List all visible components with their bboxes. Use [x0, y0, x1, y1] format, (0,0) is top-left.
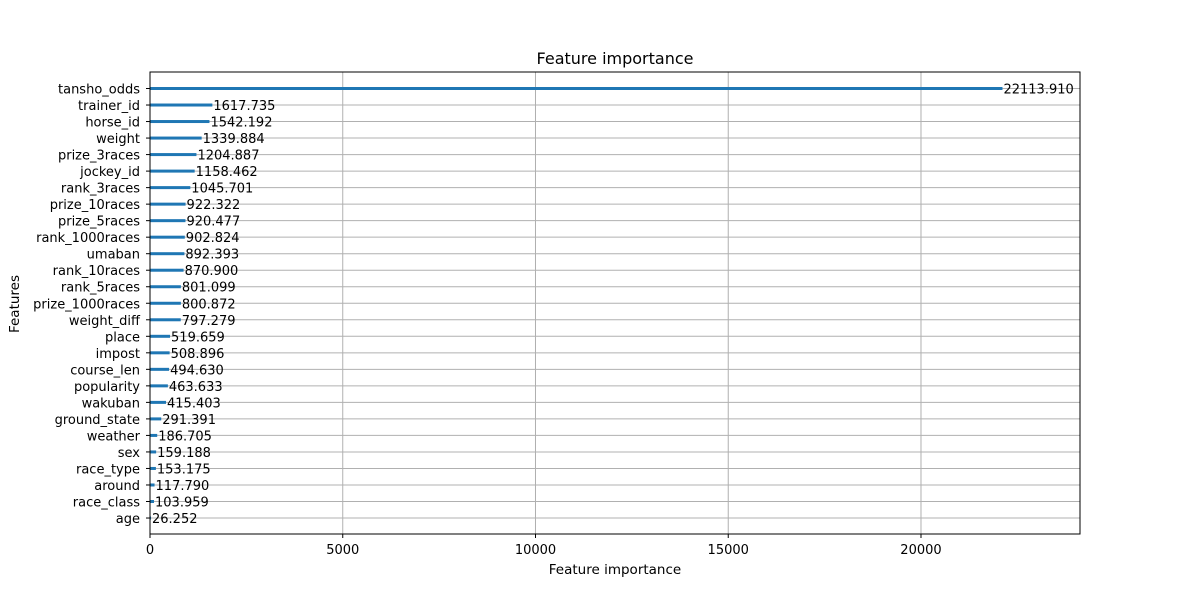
- bar-prize_10races: [150, 202, 186, 206]
- value-label: 117.790: [156, 479, 210, 494]
- y-tick-label: umaban: [87, 248, 140, 263]
- value-label: 291.391: [162, 413, 216, 428]
- value-label: 922.322: [187, 198, 241, 213]
- y-tick-label: prize_1000races: [33, 297, 140, 312]
- grid: [149, 72, 1080, 534]
- y-tick-label: sex: [118, 446, 141, 461]
- y-tick-label: weight: [96, 132, 140, 147]
- plot-frame: [149, 71, 1081, 535]
- bar-trainer_id: [150, 103, 213, 107]
- y-tick-label: weather: [87, 429, 141, 444]
- chart-title: Feature importance: [537, 49, 694, 68]
- value-label: 920.477: [186, 215, 240, 230]
- bar-place: [150, 334, 171, 338]
- bars: [150, 87, 1003, 520]
- y-tick-label: tansho_odds: [58, 83, 140, 98]
- value-label: 153.175: [157, 462, 211, 477]
- y-tick-label: horse_id: [85, 116, 140, 131]
- y-tick-label: prize_3races: [58, 149, 140, 164]
- bar-race_type: [150, 466, 156, 470]
- y-tick-label: race_type: [76, 462, 140, 477]
- bar-sex: [150, 450, 157, 454]
- value-label: 508.896: [171, 347, 225, 362]
- x-tick-label: 10000: [515, 543, 556, 558]
- bar-prize_5races: [150, 219, 186, 223]
- y-tick-label: age: [116, 512, 140, 527]
- bar-rank_1000races: [150, 235, 185, 239]
- bar-wakuban: [150, 400, 167, 404]
- value-label: 797.279: [182, 314, 236, 329]
- y-tick-label: prize_5races: [58, 215, 140, 230]
- value-label: 159.188: [157, 446, 211, 461]
- value-label: 463.633: [169, 380, 223, 395]
- value-label: 800.872: [182, 297, 236, 312]
- bar-around: [150, 483, 155, 487]
- y-tick-label: prize_10races: [50, 198, 141, 213]
- bar-prize_3races: [150, 153, 197, 157]
- y-tick-label: place: [105, 330, 140, 345]
- bar-umaban: [150, 252, 185, 256]
- value-label: 1617.735: [213, 99, 275, 114]
- y-tick-label: popularity: [74, 380, 140, 395]
- value-label: 801.099: [182, 281, 236, 296]
- value-label: 103.959: [155, 496, 209, 511]
- y-tick-label: trainer_id: [78, 99, 140, 114]
- x-tick-label: 5000: [326, 543, 359, 558]
- bar-weather: [150, 433, 158, 437]
- bar-rank_10races: [150, 268, 184, 272]
- value-label: 26.252: [152, 512, 198, 527]
- y-tick-label: rank_1000races: [36, 231, 140, 246]
- value-label: 519.659: [171, 330, 225, 345]
- bar-age: [150, 516, 152, 520]
- y-tick-label: rank_10races: [53, 264, 141, 279]
- y-tick-label: around: [94, 479, 140, 494]
- bar-prize_1000races: [150, 301, 181, 305]
- bar-ground_state: [150, 417, 162, 421]
- bar-course_len: [150, 367, 170, 371]
- y-tick-label: rank_3races: [61, 182, 140, 197]
- value-label: 186.705: [158, 429, 212, 444]
- bar-jockey_id: [150, 169, 195, 173]
- bar-weight_diff: [150, 318, 181, 322]
- y-tick-label: wakuban: [82, 396, 140, 411]
- y-tick-label: weight_diff: [69, 314, 141, 329]
- y-tick-label: rank_5races: [61, 281, 140, 296]
- value-label: 415.403: [167, 396, 221, 411]
- y-tick-label: jockey_id: [79, 165, 140, 180]
- value-label: 892.393: [185, 248, 239, 263]
- x-ticks: 0 5000 10000 15000 20000: [146, 534, 942, 558]
- bar-impost: [150, 351, 170, 355]
- value-label: 1045.701: [191, 182, 253, 197]
- x-tick-label: 15000: [708, 543, 749, 558]
- y-axis-label: Features: [7, 275, 23, 333]
- value-label: 1204.887: [197, 149, 259, 164]
- value-label: 1542.192: [210, 116, 272, 131]
- x-tick-label: 0: [146, 543, 154, 558]
- value-label: 1339.884: [203, 132, 265, 147]
- value-label: 1158.462: [196, 165, 258, 180]
- x-axis-label: Feature importance: [549, 562, 681, 578]
- y-tick-label: course_len: [70, 363, 140, 378]
- y-tick-label: race_class: [73, 496, 140, 511]
- y-tick-label: ground_state: [55, 413, 140, 428]
- bar-popularity: [150, 384, 168, 388]
- bar-tansho_odds: [150, 87, 1003, 90]
- bar-horse_id: [150, 120, 210, 124]
- value-label: 870.900: [185, 264, 239, 279]
- x-tick-label: 20000: [900, 543, 941, 558]
- bar-rank_5races: [150, 285, 181, 289]
- value-label: 22113.910: [1003, 83, 1073, 98]
- bar-weight: [150, 136, 202, 140]
- y-tick-label: impost: [96, 347, 140, 362]
- value-label: 494.630: [170, 363, 224, 378]
- bar-race_class: [150, 500, 155, 503]
- value-label: 902.824: [186, 231, 240, 246]
- bar-rank_3races: [150, 186, 191, 190]
